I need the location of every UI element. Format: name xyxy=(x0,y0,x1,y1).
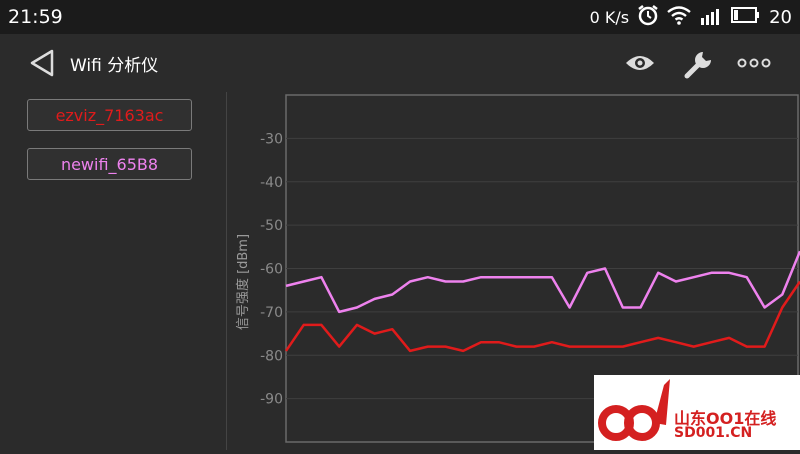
status-icons: 0 K/s 20 xyxy=(590,4,792,30)
series-line-0 xyxy=(284,280,800,353)
watermark-logo: 山东OO1在线 SD001.CN xyxy=(594,375,800,450)
network-speed: 0 K/s xyxy=(589,7,630,27)
app-title: Wifi 分析仪 xyxy=(70,56,159,76)
y-tick-label: -90 xyxy=(260,392,283,408)
network-button-ezviz[interactable]: ezviz_7163ac xyxy=(27,99,192,131)
watermark-line2: SD001.CN xyxy=(674,425,753,441)
y-axis-label: 信号强度 [dBm] xyxy=(235,234,251,330)
y-tick-label: -80 xyxy=(260,348,283,364)
y-tick-label: -30 xyxy=(260,131,283,147)
battery-level: 20 xyxy=(769,6,792,28)
eye-icon[interactable] xyxy=(622,46,658,80)
battery-icon xyxy=(731,6,761,28)
y-tick-label: -70 xyxy=(260,305,283,321)
app-bar: Wifi 分析仪 xyxy=(0,34,800,92)
y-tick-label: -50 xyxy=(260,218,283,234)
more-icon[interactable] xyxy=(736,46,772,80)
y-tick-label: -40 xyxy=(260,175,283,191)
network-ssid: newifi_65B8 xyxy=(60,154,159,174)
cellular-4g-icon xyxy=(699,4,723,30)
network-button-newifi[interactable]: newifi_65B8 xyxy=(27,148,192,180)
network-list: ezviz_7163ac newifi_65B8 xyxy=(0,92,227,450)
alarm-icon xyxy=(637,4,659,30)
watermark-line1: 山东OO1在线 xyxy=(674,409,777,428)
back-icon[interactable] xyxy=(28,48,58,78)
y-tick-label: -60 xyxy=(260,262,283,278)
wifi-icon xyxy=(667,5,691,29)
wrench-icon[interactable] xyxy=(682,46,718,80)
status-bar: 21:59 0 K/s 20 xyxy=(0,0,800,34)
clock: 21:59 xyxy=(8,6,63,28)
series-line-1 xyxy=(285,250,800,314)
watermark-emblem xyxy=(598,379,670,441)
network-ssid: ezviz_7163ac xyxy=(55,105,164,125)
